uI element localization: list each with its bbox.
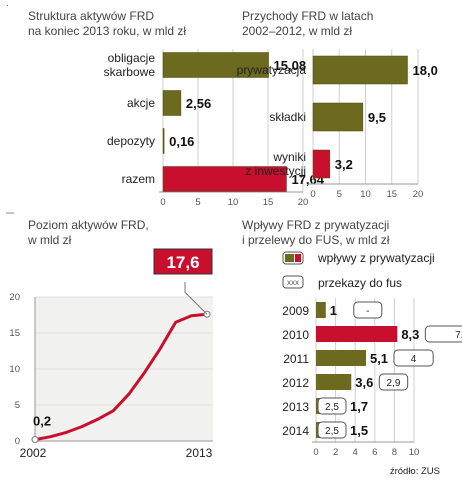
chart1-value-label: 15,08 (274, 58, 307, 73)
chart1-bar (162, 52, 269, 78)
chart4-x-tick: 10 (409, 447, 420, 458)
chart4-value-label: 3,6 (355, 375, 373, 390)
legend-label-privatization: wpływy z prywatyzacji (317, 251, 435, 265)
source-note: źródło: ZUS (390, 466, 440, 477)
chart4-transfer-box (393, 349, 434, 367)
chart3-end-label: 17,6 (166, 253, 199, 272)
chart4-x-tick: 4 (353, 447, 358, 458)
chart1-category-label: akcje (127, 96, 155, 110)
legend-swatch-red (295, 254, 301, 262)
chart1-title: na koniec 2013 roku, w mld zł (28, 24, 186, 38)
chart1-x-tick: 0 (160, 197, 165, 208)
chart4-transfer-box (378, 373, 409, 391)
chart4-transfer-label: 4 (411, 354, 417, 365)
chart4-x-tick: 0 (313, 447, 318, 458)
chart4-category-label: 2014 (282, 424, 309, 438)
chart1-bar (162, 128, 165, 154)
chart2-x-tick: 20 (413, 189, 424, 200)
legend-box-sample-text: xxx (287, 278, 299, 287)
chart2-value-label: 18,0 (413, 63, 438, 78)
chart3-callout-line (184, 282, 208, 315)
chart1-x-tick: 10 (228, 197, 239, 208)
chart1-bar (162, 166, 287, 192)
chart2-bar (312, 149, 331, 179)
chart1-bar (162, 90, 182, 116)
chart4-title: Wpływy FRD z prywatyzacji (242, 218, 389, 232)
chart3-title: Poziom aktywów FRD, (28, 218, 149, 232)
chart1-category-label: depozyty (107, 134, 155, 148)
chart1-category-label: obligacje (108, 51, 156, 65)
chart3-x-tick: 2013 (186, 446, 213, 460)
chart3-title: w mld zł (27, 233, 72, 247)
chart2-category-label: prywatyzacja (237, 63, 307, 77)
chart1-category-label: razem (122, 172, 155, 186)
chart4-category-label: 2010 (282, 328, 309, 342)
chart3-y-tick: 5 (15, 400, 20, 411)
chart4-transfer-label: - (366, 306, 369, 317)
chart4-category-label: 2012 (282, 376, 309, 390)
chart4-transfer-box (353, 301, 383, 319)
chart3-y-tick: 0 (15, 436, 20, 447)
chart4-x-tick: 2 (333, 447, 338, 458)
chart1-value-label: 2,56 (186, 96, 211, 111)
chart3-y-tick: 10 (9, 364, 20, 375)
chart2-x-tick: 5 (337, 189, 342, 200)
chart4-x-tick: 6 (372, 447, 377, 458)
corner-mark: · (6, 0, 9, 11)
chart2-category-label: składki (269, 110, 306, 124)
chart1-category-label: skarbowe (104, 65, 156, 79)
chart1-title: Struktura aktywów FRD (28, 9, 154, 23)
chart4-transfer-label: 2,5 (325, 402, 339, 413)
chart2-x-tick: 10 (360, 189, 371, 200)
chart4-transfer-box (424, 325, 462, 343)
legend-label-transfers: przekazy do fus (318, 276, 402, 290)
chart3-x-tick: 2002 (20, 446, 47, 460)
chart4-transfer-label: 2,5 (325, 426, 339, 437)
chart1-value-label: 0,16 (169, 134, 194, 149)
chart2-title: Przychody FRD w latach (242, 9, 373, 23)
chart4-value-label: 1,7 (350, 399, 368, 414)
chart2-category-label: z inwestycji (245, 164, 306, 178)
chart4-transfer-label: 2,9 (387, 378, 401, 389)
chart3-y-tick: 15 (9, 328, 20, 339)
chart3-series-line (34, 312, 208, 442)
legend-swatch-olive (285, 254, 294, 262)
chart4-value-label: 5,1 (370, 351, 388, 366)
chart2-bar (312, 102, 364, 132)
chart4-category-label: 2013 (282, 400, 309, 414)
chart4-title: i przelewy do FUS, w mld zł (242, 233, 390, 247)
chart2-value-label: 3,2 (335, 157, 353, 172)
chart2-x-tick: 15 (386, 189, 397, 200)
chart1-x-tick: 15 (263, 197, 274, 208)
chart4-value-label: 1,5 (350, 423, 368, 438)
chart2-value-label: 9,5 (368, 110, 386, 125)
chart4-x-tick: 8 (392, 447, 397, 458)
chart2-title: 2002–2012, w mld zł (242, 24, 352, 38)
chart4-transfer-box (317, 397, 347, 415)
chart4-transfer-label: 7,5 (455, 330, 462, 341)
chart4-bar-privatization (316, 350, 366, 366)
chart3-y-tick: 20 (9, 292, 20, 303)
chart3-start-label: 0,2 (33, 414, 51, 429)
chart2-x-tick: 0 (310, 189, 315, 200)
chart4-category-label: 2011 (283, 352, 309, 366)
legend-box-sample (282, 275, 304, 289)
chart1-x-tick: 5 (195, 197, 200, 208)
chart2-bar (312, 55, 408, 85)
chart4-category-label: 2009 (282, 304, 309, 318)
chart4-bar-privatization (316, 374, 352, 390)
chart4-bar-privatization (316, 302, 326, 318)
chart4-value-label: 8,3 (401, 327, 419, 342)
chart1-x-tick: 20 (298, 197, 309, 208)
chart4-bar-privatization (316, 326, 398, 342)
chart4-transfer-box (317, 421, 347, 439)
chart3-start-point (31, 436, 39, 444)
chart3-callout-box (153, 248, 213, 275)
chart2-category-label: wyniki (272, 150, 306, 164)
chart4-value-label: 1 (330, 303, 337, 318)
